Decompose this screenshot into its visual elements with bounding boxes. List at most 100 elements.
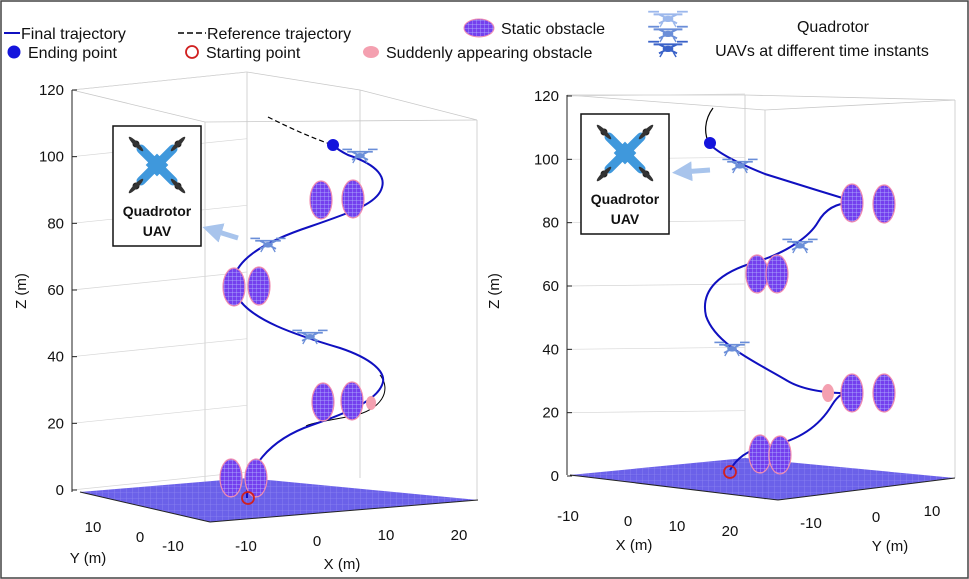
legend-uav-glyph <box>648 10 688 28</box>
legend-ending-point-label: Ending point <box>28 45 118 62</box>
left-static-obstacle <box>219 458 243 498</box>
left-static-obstacle <box>244 458 268 498</box>
legend-uav-glyph <box>648 40 688 58</box>
left-uav-snapshots <box>250 148 378 345</box>
right-y-tick-label: 0 <box>872 509 880 526</box>
right-callout-arrow <box>672 161 711 182</box>
right-static-obstacle <box>748 434 772 474</box>
legend-quadrotor-label-line1: Quadrotor <box>797 19 870 36</box>
right-x-axis <box>569 474 779 501</box>
legend-sudden-obstacle-label: Suddenly appearing obstacle <box>386 45 592 62</box>
left-static-obstacle <box>340 381 364 421</box>
legend-ending-point-marker <box>7 45 21 59</box>
left-x-tick-labels: -10 0 10 20 <box>235 527 467 555</box>
right-x-axis-label: X (m) <box>616 537 653 554</box>
left-z-tick-label: 20 <box>47 415 64 432</box>
left-static-obstacle <box>341 179 365 219</box>
right-y-tick-label: 10 <box>924 503 941 520</box>
left-uav-snapshot <box>342 148 378 164</box>
right-z-tick-label: 80 <box>542 215 559 232</box>
legend-starting-point-label: Starting point <box>206 45 301 62</box>
left-static-obstacle <box>311 382 335 422</box>
left-quadrotor-icon <box>128 136 186 194</box>
left-static-obstacle <box>247 266 271 306</box>
right-x-tick-label: -10 <box>557 508 579 525</box>
right-x-tick-label: 0 <box>624 513 632 530</box>
right-ending-point <box>704 137 716 149</box>
right-final-trajectory <box>703 142 863 471</box>
left-y-axis <box>79 491 211 523</box>
right-z-tick-labels: 0 20 40 60 80 100 120 <box>534 88 559 485</box>
right-quadrotor-box <box>580 113 670 235</box>
right-y-tick-labels: -10 0 10 <box>800 503 940 532</box>
left-z-tick-label: 60 <box>47 282 64 299</box>
left-y-axis-label: Y (m) <box>70 550 106 567</box>
left-x-tick-label: -10 <box>235 538 257 555</box>
right-z-axis-label: Z (m) <box>486 273 503 309</box>
left-obstacles <box>219 179 376 498</box>
right-static-obstacle <box>765 254 789 294</box>
legend: Final trajectory Reference trajectory En… <box>4 10 929 62</box>
left-quadrotor-box <box>112 125 202 247</box>
left-z-tick-label: 0 <box>56 482 64 499</box>
right-static-obstacle <box>872 184 896 224</box>
left-callout-arrow <box>202 223 239 243</box>
left-x-axis-label: X (m) <box>324 556 361 573</box>
right-starting-point <box>723 465 737 479</box>
left-x-tick-label: 10 <box>378 527 395 544</box>
right-z-gridline <box>566 410 746 414</box>
right-quadrotor-inset: Quadrotor UAV <box>580 113 670 235</box>
right-uav-snapshots <box>714 158 818 357</box>
right-static-obstacle <box>840 183 864 223</box>
right-uav-snapshot <box>782 238 818 254</box>
left-ground-plane <box>80 478 478 522</box>
left-z-tick-labels: 0 20 40 60 80 100 120 <box>39 82 64 499</box>
right-z-tick-label: 60 <box>542 278 559 295</box>
right-z-tick-label: 0 <box>551 468 559 485</box>
left-quadrotor-inset: Quadrotor UAV <box>112 125 202 247</box>
right-y-axis-label: Y (m) <box>872 538 908 555</box>
left-y-tick-label: 10 <box>85 519 102 536</box>
left-static-obstacle <box>222 267 246 307</box>
left-sudden-obstacle <box>366 396 376 410</box>
right-z-tick-label: 120 <box>534 88 559 105</box>
right-y-tick-label: -10 <box>800 515 822 532</box>
left-static-obstacle <box>309 180 333 220</box>
right-z-tick-label: 100 <box>534 151 559 168</box>
legend-final-trajectory-label: Final trajectory <box>21 26 126 43</box>
right-static-obstacle <box>840 373 864 413</box>
right-quadrotor-label-line2: UAV <box>611 211 640 227</box>
left-starting-point <box>241 491 255 505</box>
left-z-tick-label: 100 <box>39 149 64 166</box>
left-ending-point <box>327 139 339 151</box>
left-y-tick-labels: 10 0 -10 <box>85 519 184 555</box>
left-uav-snapshot <box>250 237 286 253</box>
left-z-gridline <box>71 404 248 424</box>
right-obstacles <box>745 183 896 475</box>
left-z-gridline <box>71 471 248 491</box>
left-x-tick-label: 0 <box>313 533 321 550</box>
right-static-obstacle <box>745 254 769 294</box>
right-z-tick-label: 40 <box>542 341 559 358</box>
left-quadrotor-label-line2: UAV <box>143 223 172 239</box>
right-uav-snapshot <box>714 341 750 357</box>
right-y-axis <box>777 477 956 501</box>
right-static-obstacle <box>872 373 896 413</box>
right-x-tick-labels: -10 0 10 20 <box>557 508 738 540</box>
left-y-tick-label: -10 <box>162 538 184 555</box>
legend-uav-glyph <box>648 25 688 43</box>
legend-static-obstacle-swatch <box>463 18 495 38</box>
right-z-gridline <box>566 93 746 97</box>
left-z-tick-label: 80 <box>47 215 64 232</box>
right-uav-snapshot <box>722 158 758 174</box>
legend-starting-point-marker <box>185 45 199 59</box>
legend-uav-stack-icon <box>648 10 688 58</box>
left-y-tick-label: 0 <box>136 529 144 546</box>
left-uav-snapshot <box>292 329 328 345</box>
left-z-axis-label: Z (m) <box>13 273 30 309</box>
legend-sudden-obstacle-swatch <box>363 46 379 58</box>
right-quadrotor-icon <box>596 124 654 182</box>
right-x-tick-label: 20 <box>722 523 739 540</box>
